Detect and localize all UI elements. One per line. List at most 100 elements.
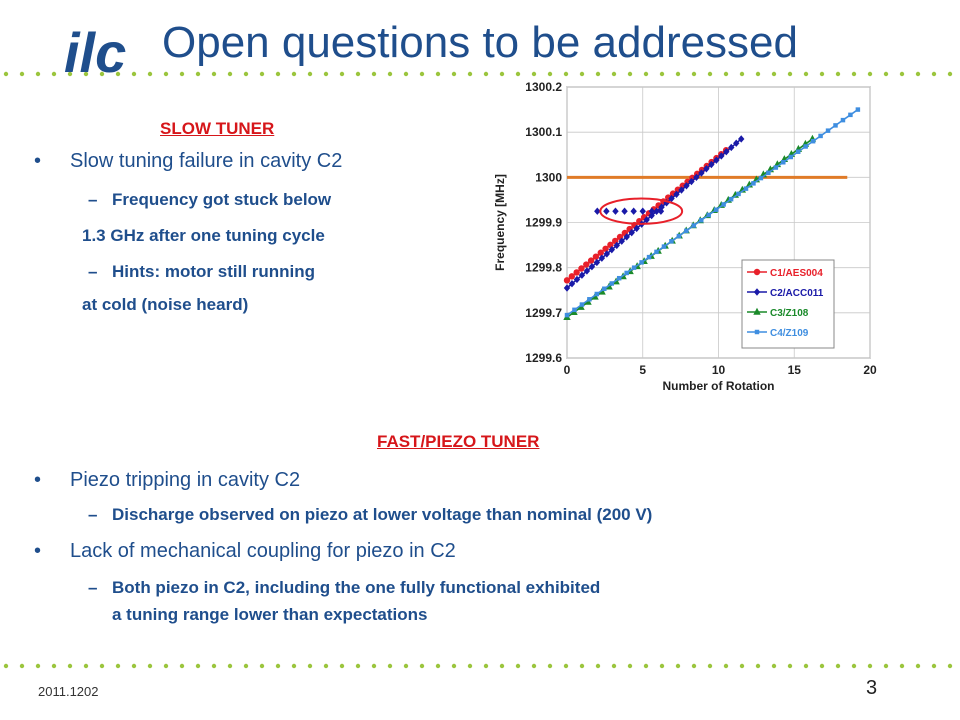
divider-dot [867, 663, 873, 669]
fast-sub1: – Discharge observed on piezo at lower v… [88, 505, 652, 525]
divider-dot [531, 663, 537, 669]
data-point [728, 196, 734, 202]
data-point [639, 260, 644, 265]
x-tick-label: 0 [564, 363, 571, 377]
divider-dot [291, 71, 297, 77]
divider-dot [931, 71, 937, 77]
divider-dot [387, 71, 393, 77]
data-point [608, 245, 616, 254]
divider-dot [563, 663, 569, 669]
legend-entry: C2/ACC011 [770, 288, 824, 299]
divider-dot [227, 663, 233, 669]
divider-dot [739, 663, 745, 669]
data-point [773, 165, 779, 170]
divider-dot [419, 71, 425, 77]
bullet-marker: • [34, 469, 42, 491]
data-point [612, 207, 619, 215]
divider-dot [355, 71, 361, 77]
bottom-dotted-divider [3, 663, 953, 669]
divider-dot [771, 71, 777, 77]
data-point [564, 312, 570, 318]
x-tick-label: 15 [788, 363, 802, 377]
divider-dot [515, 71, 521, 77]
divider-dot [499, 71, 505, 77]
y-tick-label: 1300.2 [525, 80, 562, 94]
data-point [743, 186, 749, 191]
divider-dot [371, 663, 377, 669]
data-point [658, 203, 665, 211]
data-point [633, 224, 640, 233]
divider-dot [435, 663, 441, 669]
divider-dot [547, 71, 553, 77]
legend-marker [754, 329, 760, 335]
slow-sub1-line1: – Frequency got stuck below [88, 190, 331, 210]
divider-dot [259, 71, 265, 77]
data-point [578, 265, 585, 272]
y-tick-label: 1300 [535, 170, 562, 184]
divider-dot [755, 663, 761, 669]
divider-dot [307, 663, 313, 669]
fast-bullet-1: • Piezo tripping in cavity C2 [34, 469, 300, 492]
legend-marker [753, 307, 761, 315]
divider-dot [339, 71, 345, 77]
divider-dot [211, 71, 217, 77]
divider-dot [115, 663, 121, 669]
divider-dot [147, 663, 153, 669]
divider-dot [595, 663, 601, 669]
data-point [840, 117, 846, 123]
data-point [795, 149, 801, 154]
data-point [818, 133, 823, 139]
divider-dot [19, 71, 25, 77]
data-point [676, 233, 682, 239]
divider-dot [403, 71, 409, 77]
highlight-ellipse [599, 197, 684, 225]
divider-dot [883, 71, 889, 77]
x-tick-label: 5 [639, 363, 646, 377]
data-point [751, 181, 756, 186]
divider-dot [515, 663, 521, 669]
data-point [758, 175, 764, 181]
x-tick-label: 20 [863, 363, 877, 377]
slow-bullet: • Slow tuning failure in cavity C2 [34, 150, 342, 173]
divider-dot [595, 71, 601, 77]
divider-dot [467, 663, 473, 669]
divider-dot [51, 663, 57, 669]
data-point [803, 144, 808, 149]
divider-dot [915, 663, 921, 669]
divider-dot [355, 663, 361, 669]
y-tick-label: 1300.1 [525, 125, 562, 139]
data-point [848, 112, 853, 118]
divider-dot [643, 663, 649, 669]
data-point [855, 107, 861, 112]
fast-sub2-line1-text: Both piezo in C2, including the one full… [112, 578, 601, 597]
divider-dot [579, 663, 585, 669]
data-point [728, 143, 735, 152]
divider-dot [899, 663, 905, 669]
data-point [684, 228, 689, 234]
divider-dot [131, 71, 137, 77]
slow-sub2-line1-text: Hints: motor still running [112, 262, 316, 281]
divider-dot [275, 71, 281, 77]
divider-dot [691, 71, 697, 77]
divider-dot [67, 663, 73, 669]
divider-dot [35, 71, 41, 77]
series-line [566, 108, 859, 316]
data-point [594, 291, 600, 297]
divider-dot [275, 663, 281, 669]
data-point [579, 302, 585, 307]
fast-sub2-line1: – Both piezo in C2, including the one fu… [88, 578, 601, 598]
data-point [678, 186, 685, 194]
data-point [572, 307, 577, 313]
divider-dot [931, 663, 937, 669]
legend-entry: C4/Z109 [770, 328, 809, 339]
divider-dot [451, 71, 457, 77]
divider-dot [307, 71, 313, 77]
data-point [602, 286, 607, 291]
divider-dot [787, 663, 793, 669]
fast-tuner-heading: FAST/PIEZO TUNER [377, 432, 540, 451]
divider-dot [563, 71, 569, 77]
ilc-logo: ilc [64, 21, 126, 82]
divider-dot [35, 663, 41, 669]
data-point [602, 245, 609, 252]
footer-date: 2011.1202 [38, 684, 99, 699]
